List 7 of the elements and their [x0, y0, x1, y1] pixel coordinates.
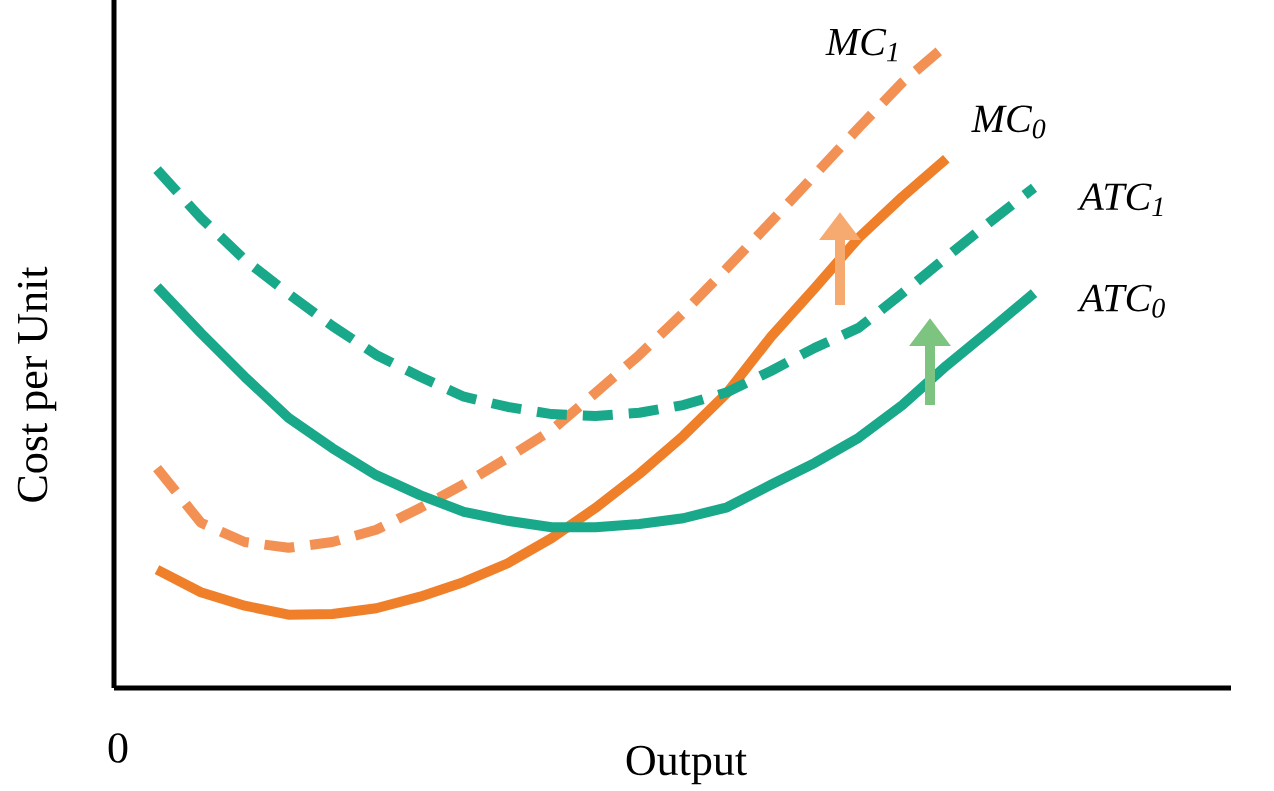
text: 0: [108, 733, 128, 763]
series-label: MC$_{1}$: [825, 28, 897, 62]
x-axis-title: Output: [626, 745, 747, 785]
series-label: ATC$_{0}$: [1077, 284, 1165, 318]
series-label: ATC$_{1}$: [1077, 183, 1163, 217]
y-axis-title: Cost per Unit: [17, 266, 57, 502]
series-label: MC$_{0}$: [971, 105, 1046, 139]
